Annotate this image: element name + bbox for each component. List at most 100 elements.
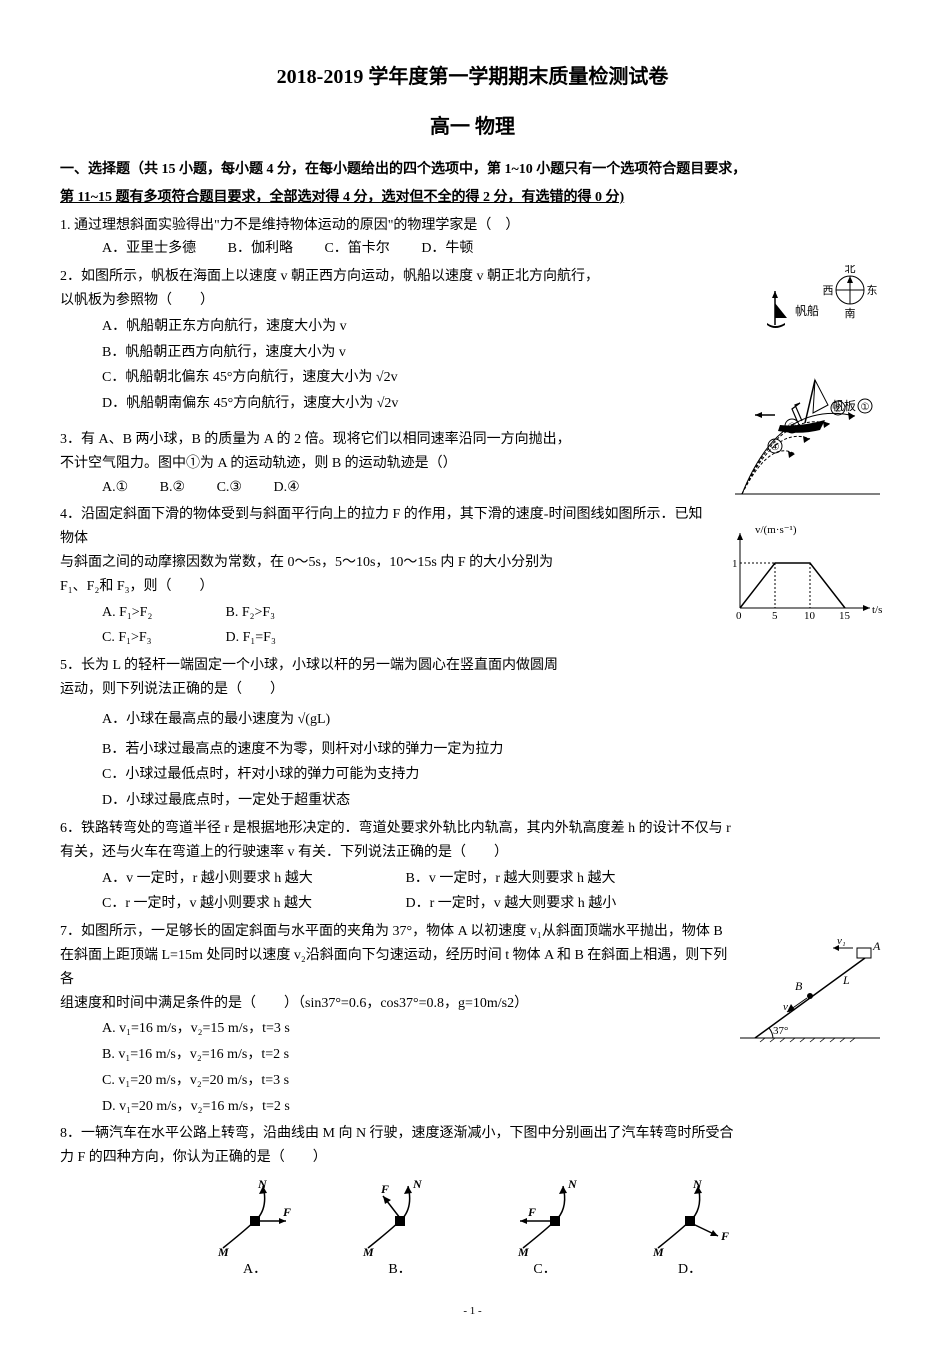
svg-text:N: N [692, 1178, 703, 1191]
q2-text1: 2．如图所示，帆板在海面上以速度 v 朝正西方向运动，帆船以速度 v 朝正北方向… [60, 269, 599, 284]
svg-text:5: 5 [772, 610, 778, 622]
svg-text:M: M [217, 1245, 229, 1258]
q6-optC: C．r 一定时，v 越小则要求 h 越大 [102, 892, 402, 916]
q2-ship-label: 帆船 [795, 303, 819, 318]
q5-optB: B．若小球过最高点的速度不为零，则杆对小球的弹力一定为拉力 [102, 738, 885, 762]
svg-text:0: 0 [736, 610, 742, 622]
svg-text:N: N [412, 1178, 423, 1191]
svg-text:10: 10 [804, 610, 816, 622]
q8-text2: 力 F 的四种方向，你认为正确的是（ ） [60, 1150, 327, 1165]
question-8: 8．一辆汽车在水平公路上转弯，沿曲线由 M 向 N 行驶，速度逐渐减小，下图中分… [60, 1122, 885, 1281]
question-5: 5．长为 L 的轻杆一端固定一个小球，小球以杆的另一端为圆心在竖直面内做圆周 运… [60, 654, 885, 813]
q8-figures: M N F A． M N F B． [60, 1178, 885, 1282]
q4-options: A. F₁>F₂ B. F₂>F₃ C. F₁>F₃ D. F₁=F₃ [102, 601, 710, 651]
q2-text2: 以帆板为参照物（ ） [60, 293, 214, 308]
compass-n: 北 [845, 265, 856, 275]
page-title-main: 2018-2019 学年度第一学期期末质量检测试卷 [60, 60, 885, 94]
q3-text1: 3．有 A、B 两小球，B 的质量为 A 的 2 倍。现将它们以相同速率沿同一方… [60, 432, 571, 447]
svg-text:F: F [380, 1182, 389, 1196]
q3-text2: 不计空气阻力。图中①为 A 的运动轨迹，则 B 的运动轨迹是（） [60, 456, 457, 471]
q4-optA: A. F₁>F₂ [102, 601, 222, 625]
q5-optA: A．小球在最高点的最小速度为 √(gL) [102, 708, 885, 732]
q4-text1: 4．沿固定斜面下滑的物体受到与斜面平行向上的拉力 F 的作用，其下滑的速度-时间… [60, 507, 702, 546]
svg-text:v₁: v₁ [837, 938, 846, 947]
q4-text2: 与斜面之间的动摩擦因数为常数，在 0～5s，5～10s，10～15s 内 F 的… [60, 555, 553, 570]
q8-figA: M N F A． [208, 1178, 303, 1282]
q5-options: A．小球在最高点的最小速度为 √(gL) B．若小球过最高点的速度不为零，则杆对… [102, 708, 885, 813]
q4-optD: D. F₁=F₃ [226, 630, 276, 645]
q4-ylabel: v/(m·s⁻¹) [755, 524, 797, 536]
svg-text:M: M [362, 1245, 374, 1258]
q4-optB: B. F₂>F₃ [226, 605, 276, 620]
svg-text:N: N [567, 1178, 578, 1191]
question-4: v/(m·s⁻¹) t/s 1 0 5 10 15 4．沿固定斜面下滑的物体受到… [60, 503, 885, 650]
svg-text:F: F [720, 1229, 729, 1243]
q6-options: A．v 一定时，r 越小则要求 h 越大 B．v 一定时，r 越大则要求 h 越… [102, 867, 885, 917]
q7-optB: B. v₁=16 m/s，v₂=16 m/s，t=2 s [102, 1043, 730, 1067]
question-1: 1. 通过理想斜面实验得出"力不是维持物体运动的原因"的物理学家是（ ） A．亚… [60, 214, 885, 262]
q1-optD: D．牛顿 [421, 241, 473, 256]
svg-text:M: M [517, 1245, 529, 1258]
page-number: - 1 - [60, 1302, 885, 1321]
q2-optA: A．帆船朝正东方向航行，速度大小为 v [102, 315, 735, 339]
q2-options: A．帆船朝正东方向航行，速度大小为 v B．帆船朝正西方向航行，速度大小为 v … [102, 315, 735, 416]
q1-optA: A．亚里士多德 [102, 241, 196, 256]
q4-text3: F₁、F₂和 F₃，则（ ） [60, 579, 214, 594]
q3-options: A.① B.② C.③ D.④ [102, 476, 725, 500]
svg-text:①: ① [861, 402, 870, 413]
svg-text:F: F [282, 1205, 291, 1219]
q7-text2: 在斜面上距顶端 L=15m 处同时以速度 v₂沿斜面向下匀速运动，经历时间 t … [60, 948, 727, 987]
q1-optC: C．笛卡尔 [324, 241, 389, 256]
q5-optC: C．小球过最低点时，杆对小球的弹力可能为支持力 [102, 763, 885, 787]
svg-text:F: F [527, 1205, 536, 1219]
q8-optA: A． [243, 1258, 267, 1282]
question-3: ① ② ③ ④ 3．有 A、B 两小球，B 的质量为 A 的 2 倍。现将它们以… [60, 428, 885, 499]
q7-figure: 37° A v₁ B v₂ L [735, 938, 885, 1046]
q2-optB: B．帆船朝正西方向航行，速度大小为 v [102, 341, 735, 365]
q8-figD: M N F D． [643, 1178, 738, 1282]
section-header-line2: 第 11~15 题有多项符合题目要求，全部选对得 4 分，选对但不全的得 2 分… [60, 186, 885, 210]
svg-text:v₂: v₂ [783, 1001, 792, 1013]
q3-optA: A.① [102, 480, 128, 495]
q8-optC: C． [533, 1258, 556, 1282]
svg-text:A: A [872, 939, 881, 953]
q5-text2: 运动，则下列说法正确的是（ ） [60, 682, 284, 697]
q8-text1: 8．一辆汽车在水平公路上转弯，沿曲线由 M 向 N 行驶，速度逐渐减小，下图中分… [60, 1126, 734, 1141]
q8-figC: M N F C． [498, 1178, 593, 1282]
svg-text:15: 15 [839, 610, 851, 622]
svg-text:B: B [795, 979, 803, 993]
question-7: 37° A v₁ B v₂ L 7．如图所示，一足够长的固定斜面与水平面的夹角为… [60, 920, 885, 1118]
section-header: 一、选择题（共 15 小题，每小题 4 分，在每小题给出的四个选项中，第 1~1… [60, 158, 885, 210]
q7-optD: D. v₁=20 m/s，v₂=16 m/s，t=2 s [102, 1095, 730, 1119]
q8-optB: B． [388, 1258, 411, 1282]
compass-e: 东 [867, 284, 878, 297]
page-title-sub: 高一 物理 [60, 110, 885, 144]
question-6: 6．铁路转弯处的弯道半径 r 是根据地形决定的．弯道处要求外轨比内轨高，其内外轨… [60, 817, 885, 916]
section-header-line1: 一、选择题（共 15 小题，每小题 4 分，在每小题给出的四个选项中，第 1~1… [60, 158, 885, 182]
q6-optD: D．r 一定时，v 越大则要求 h 越小 [406, 896, 617, 911]
q8-figB: M N F B． [353, 1178, 448, 1282]
svg-text:③: ③ [788, 422, 797, 433]
compass-s: 南 [845, 307, 856, 320]
q7-options: A. v₁=16 m/s，v₂=15 m/s，t=3 s B. v₁=16 m/… [102, 1017, 730, 1118]
svg-text:37°: 37° [773, 1025, 788, 1037]
q4-optC: C. F₁>F₃ [102, 626, 222, 650]
svg-text:L: L [842, 973, 850, 987]
q8-optD: D． [678, 1258, 702, 1282]
q7-optC: C. v₁=20 m/s，v₂=20 m/s，t=3 s [102, 1069, 730, 1093]
q1-options: A．亚里士多德 B．伽利略 C．笛卡尔 D．牛顿 [102, 237, 885, 261]
q6-optA: A．v 一定时，r 越小则要求 h 越大 [102, 867, 402, 891]
q3-optC: C.③ [217, 480, 242, 495]
q7-text1: 7．如图所示，一足够长的固定斜面与水平面的夹角为 37°，物体 A 以初速度 v… [60, 924, 723, 939]
q5-text1: 5．长为 L 的轻杆一端固定一个小球，小球以杆的另一端为圆心在竖直面内做圆周 [60, 658, 558, 673]
q6-text2: 有关，还与火车在弯道上的行驶速率 v 有关．下列说法正确的是（ ） [60, 845, 508, 860]
q3-optB: B.② [160, 480, 185, 495]
q7-text3: 组速度和时间中满足条件的是（ ）（sin37°=0.6，cos37°=0.8，g… [60, 996, 528, 1011]
q3-figure: ① ② ③ ④ [730, 394, 885, 504]
q1-text: 1. 通过理想斜面实验得出"力不是维持物体运动的原因"的物理学家是（ ） [60, 214, 885, 238]
q1-optB: B．伽利略 [228, 241, 293, 256]
q4-figure: v/(m·s⁻¹) t/s 1 0 5 10 15 [720, 523, 885, 623]
q3-optD: D.④ [273, 480, 299, 495]
q2-optC: C．帆船朝北偏东 45°方向航行，速度大小为 √2v [102, 366, 735, 390]
svg-text:④: ④ [771, 442, 780, 453]
